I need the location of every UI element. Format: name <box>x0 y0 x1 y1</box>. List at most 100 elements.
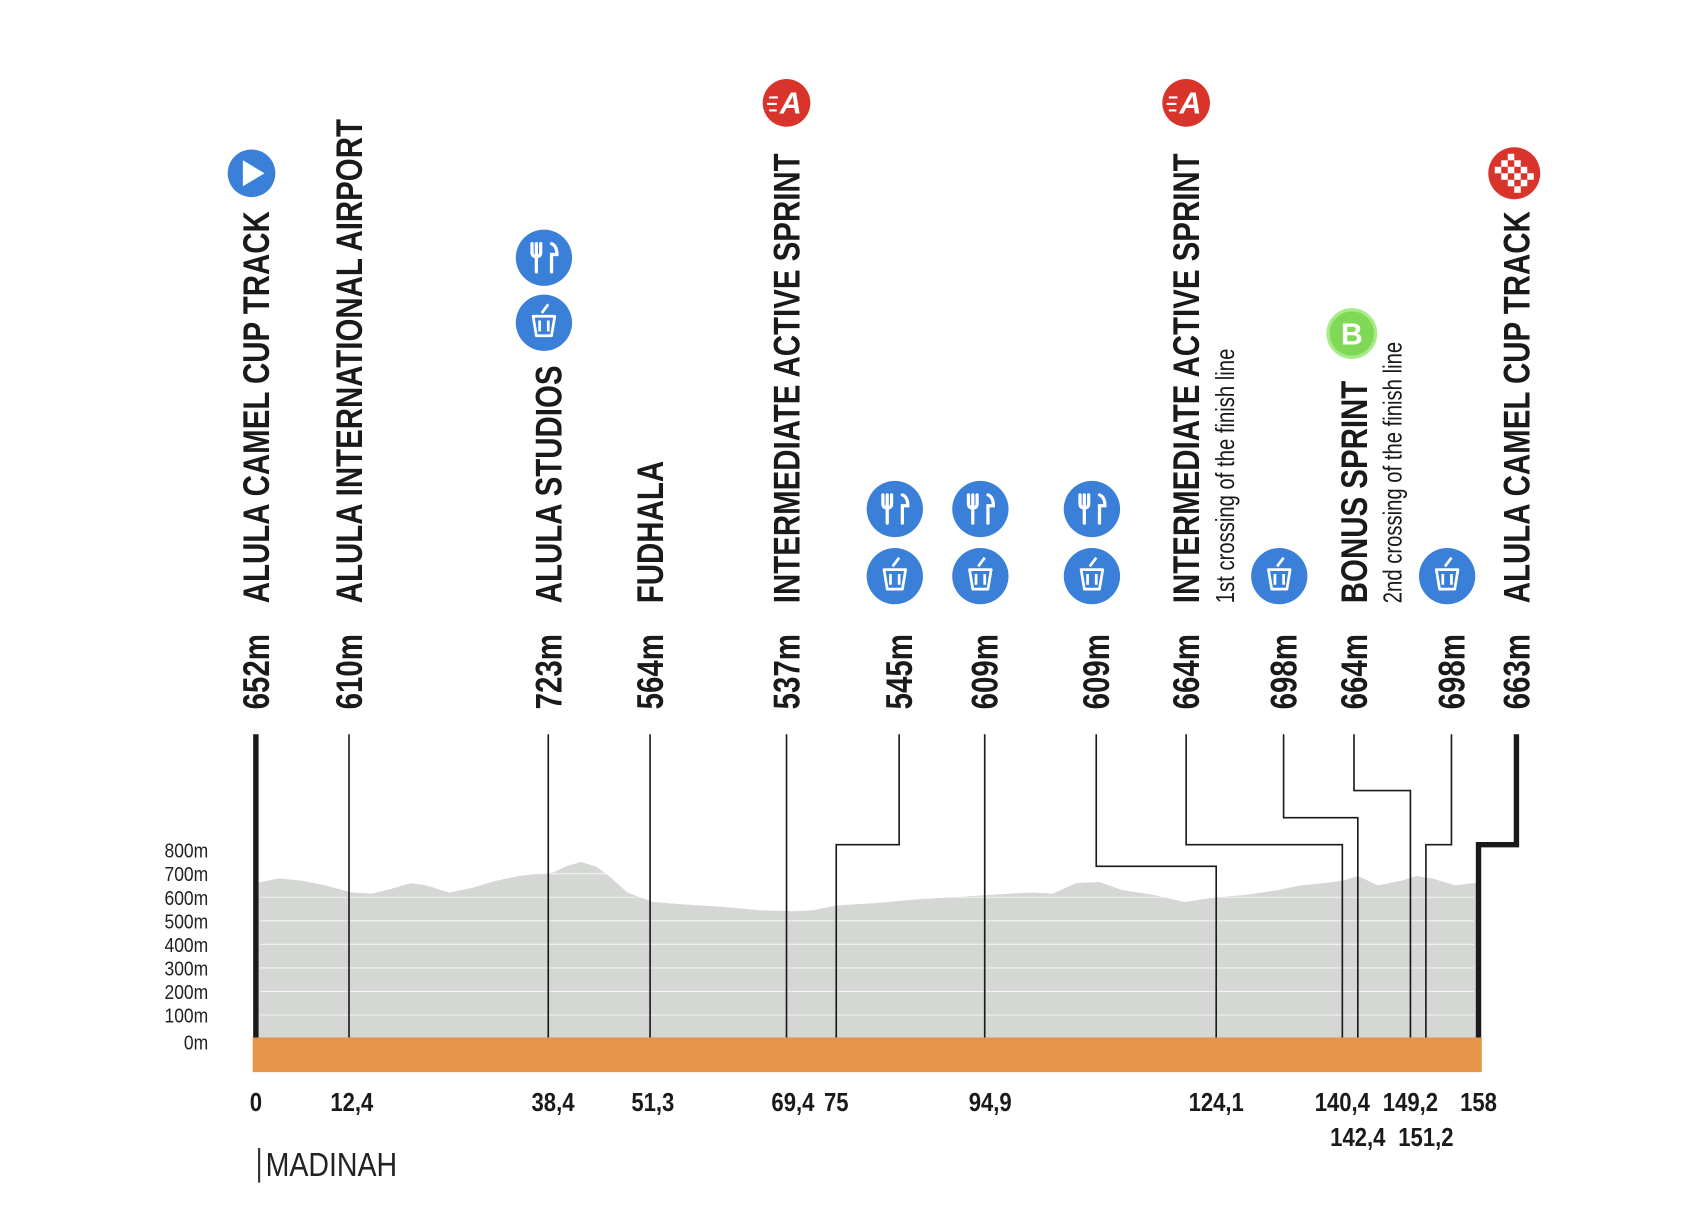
km-label: 51,3 <box>631 1088 674 1117</box>
y-tick-label: 800m <box>164 840 208 863</box>
badge-speed-lines <box>1166 96 1178 112</box>
km-label: 75 <box>824 1088 849 1117</box>
feed-icon <box>952 480 1009 538</box>
profile-base <box>255 849 1479 1040</box>
checker-square <box>1527 173 1534 180</box>
y-tick-label: 700m <box>164 864 208 887</box>
waste-icon <box>1063 547 1121 605</box>
altitude-label: 652m <box>237 634 278 709</box>
badge-letter: A <box>1179 88 1202 121</box>
waste-icon <box>952 547 1009 605</box>
badge-icon <box>762 79 811 127</box>
waste-symbol <box>882 556 907 591</box>
leader-line <box>1282 734 1359 1038</box>
point-name: BONUS SPRINT <box>1335 381 1376 603</box>
leader-line <box>1425 734 1453 1038</box>
altitude-label: 698m <box>1432 634 1473 709</box>
point-name: FUDHALA <box>631 461 672 603</box>
finish-checker <box>1494 153 1534 193</box>
km-label: 140,4 <box>1315 1088 1371 1117</box>
y-tick-label: 100m <box>164 1005 208 1028</box>
waste-symbol <box>1267 556 1292 591</box>
checker-square <box>1514 186 1521 193</box>
waste-icon <box>515 294 573 351</box>
badge-letter: A <box>779 88 802 121</box>
waste-icon <box>1251 547 1308 605</box>
km-label: 38,4 <box>532 1088 576 1117</box>
start-symbol <box>242 160 265 187</box>
checker-square <box>1494 166 1502 174</box>
ground-band <box>252 1037 1482 1073</box>
checker-square <box>1514 173 1521 180</box>
feed-icon <box>866 480 923 538</box>
y-tick-label: 600m <box>164 888 208 911</box>
km-label: 151,2 <box>1398 1123 1453 1152</box>
altitude-label: 664m <box>1167 634 1208 709</box>
badge-icon <box>1326 308 1378 360</box>
waste-symbol <box>1079 556 1105 591</box>
leader-line <box>835 734 900 1038</box>
footer-text: MADINAH <box>266 1146 398 1184</box>
badge-letter: B <box>1341 318 1363 351</box>
altitude-label: 698m <box>1265 634 1306 709</box>
altitude-label: 564m <box>631 634 672 709</box>
altitude-label: 609m <box>966 634 1007 709</box>
feed-symbol <box>966 493 995 525</box>
feed-icon <box>515 229 573 286</box>
point-name: INTERMEDIATE ACTIVE SPRINT <box>1167 153 1208 603</box>
point-name: ALULA CAMEL CUP TRACK <box>237 211 278 603</box>
km-label: 149,2 <box>1383 1088 1438 1117</box>
km-label: 142,4 <box>1330 1123 1386 1152</box>
y-tick-label: 300m <box>164 958 208 981</box>
checker-square <box>1520 179 1528 187</box>
altitude-label: 663m <box>1497 634 1538 709</box>
feed-symbol <box>881 493 910 525</box>
waste-symbol <box>968 556 993 591</box>
checker-square <box>1507 166 1515 174</box>
checker-square <box>1501 173 1508 180</box>
y-tick-label: 0m <box>184 1032 208 1055</box>
km-label: 158 <box>1460 1088 1497 1117</box>
point-name: INTERMEDIATE ACTIVE SPRINT <box>767 153 808 603</box>
feed-icon <box>1063 480 1121 538</box>
feed-symbol <box>1078 493 1107 525</box>
altitude-label: 664m <box>1335 634 1376 709</box>
waste-icon <box>866 547 923 605</box>
point-name: ALULA INTERNATIONAL AIRPORT <box>330 119 371 603</box>
feed-symbol <box>530 242 559 274</box>
leader-line <box>1475 734 1520 1038</box>
waste-symbol <box>531 303 557 338</box>
km-label: 0 <box>250 1088 262 1117</box>
leader-line <box>1185 734 1344 1038</box>
y-tick-label: 500m <box>164 911 208 934</box>
finish-icon <box>1488 147 1541 200</box>
km-label: 69,4 <box>771 1088 815 1117</box>
altitude-label: 610m <box>330 634 371 709</box>
km-label: 12,4 <box>330 1088 374 1117</box>
altitude-label: 537m <box>767 634 808 709</box>
badge-icon <box>1162 79 1210 127</box>
altitude-label: 545m <box>880 634 921 709</box>
leader-line <box>1353 734 1412 1038</box>
point-name: ALULA STUDIOS <box>529 365 570 603</box>
checker-square <box>1507 153 1515 161</box>
point-note: 1st crossing of the finish line <box>1210 349 1239 604</box>
km-label: 124,1 <box>1189 1088 1244 1117</box>
y-tick-label: 200m <box>164 982 208 1005</box>
point-name: ALULA CAMEL CUP TRACK <box>1497 211 1538 603</box>
checker-square <box>1514 160 1521 167</box>
point-note: 2nd crossing of the finish line <box>1378 342 1407 603</box>
km-label: 94,9 <box>969 1088 1012 1117</box>
checker-square <box>1501 160 1508 167</box>
y-tick-label: 400m <box>164 935 208 958</box>
badge-speed-lines <box>767 96 778 112</box>
checker-square <box>1520 166 1528 174</box>
waste-icon <box>1418 547 1476 605</box>
waste-symbol <box>1434 556 1460 591</box>
altitude-label: 723m <box>529 634 570 709</box>
leader-line <box>1095 734 1218 1038</box>
altitude-label: 609m <box>1077 634 1118 709</box>
checker-square <box>1507 179 1515 187</box>
elevation-area <box>255 861 1479 1039</box>
